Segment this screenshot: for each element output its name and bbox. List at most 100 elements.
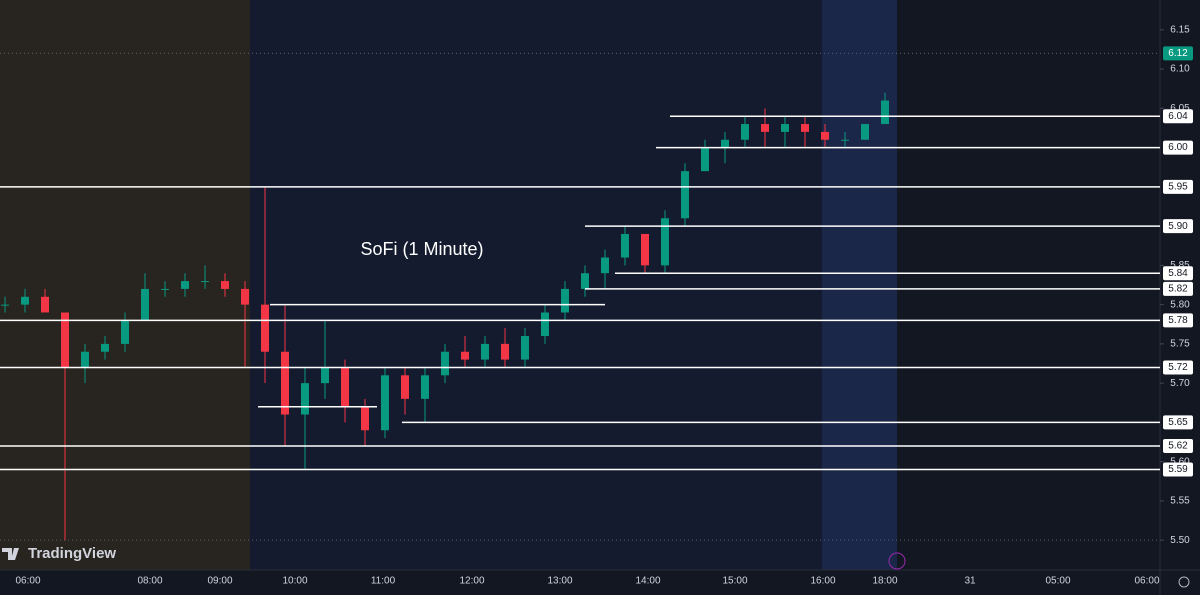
chart-title: SoFi (1 Minute) (360, 239, 483, 259)
candle-body (141, 288, 149, 321)
candle-body (481, 343, 489, 360)
candle-body (841, 139, 849, 141)
y-tick-label: 6.05 (1170, 103, 1190, 114)
x-tick-label: 10:00 (282, 576, 307, 587)
candle-body (661, 218, 669, 266)
candle-body (701, 147, 709, 172)
y-tick-label: 5.75 (1170, 339, 1190, 350)
level-label: 5.62 (1168, 441, 1188, 452)
candle-body (361, 406, 369, 431)
y-tick-label: 5.60 (1170, 456, 1190, 467)
level-label: 5.82 (1168, 284, 1188, 295)
candle-body (581, 273, 589, 289)
candle-body (461, 351, 469, 360)
level-label: 5.95 (1168, 182, 1188, 193)
x-tick-label: 06:00 (15, 576, 40, 587)
x-tick-label: 14:00 (635, 576, 660, 587)
y-tick-label: 5.85 (1170, 260, 1190, 271)
candle-body (821, 131, 829, 140)
candle-body (421, 375, 429, 399)
afterhours-session (822, 0, 897, 570)
candle-body (441, 351, 449, 376)
level-badge (1163, 438, 1193, 453)
current-price-label: 6.12 (1168, 48, 1188, 59)
candle-body (301, 383, 309, 415)
current-price-badge (1163, 46, 1193, 61)
x-tick-label: 06:00 (1134, 576, 1159, 587)
level-label: 5.78 (1168, 315, 1188, 326)
candle-body (521, 336, 529, 360)
candle-body (161, 288, 169, 290)
x-tick-label: 15:00 (722, 576, 747, 587)
candle-body (201, 281, 209, 283)
event-icon[interactable] (888, 552, 906, 570)
candle-body (721, 139, 729, 148)
x-tick-label: 09:00 (207, 576, 232, 587)
y-tick-label: 6.10 (1170, 64, 1190, 75)
level-label: 5.72 (1168, 362, 1188, 373)
candle-body (241, 288, 249, 305)
x-tick-label: 12:00 (459, 576, 484, 587)
candle-body (881, 100, 889, 125)
candle-body (501, 343, 509, 360)
level-badge (1163, 462, 1193, 477)
candle-body (561, 288, 569, 313)
x-tick-label: 13:00 (547, 576, 572, 587)
level-badge (1163, 179, 1193, 194)
level-badge (1163, 281, 1193, 296)
candle-body (101, 343, 109, 352)
candle-body (61, 312, 69, 368)
x-tick-label: 08:00 (137, 576, 162, 587)
candle-body (761, 124, 769, 132)
candle-body (321, 367, 329, 384)
level-label: 6.00 (1168, 142, 1188, 153)
candle-body (221, 281, 229, 289)
candle-body (801, 124, 809, 132)
level-badge (1163, 415, 1193, 430)
candle-body (401, 375, 409, 399)
candle-body (341, 367, 349, 407)
x-tick-label: 18:00 (872, 576, 897, 587)
candle-body (1, 304, 9, 306)
y-tick-label: 6.15 (1170, 24, 1190, 35)
level-label: 5.59 (1168, 464, 1188, 475)
level-badge (1163, 140, 1193, 155)
premarket-session (0, 0, 250, 570)
level-badge (1163, 219, 1193, 234)
level-label: 5.65 (1168, 417, 1188, 428)
y-tick-label: 5.50 (1170, 535, 1190, 546)
x-tick-label: 05:00 (1045, 576, 1070, 587)
settings-icon[interactable] (1178, 576, 1190, 588)
candle-body (541, 312, 549, 337)
candle-body (781, 124, 789, 132)
candle-body (741, 124, 749, 140)
regular-session (250, 0, 822, 570)
candle-body (41, 296, 49, 313)
level-label: 6.04 (1168, 111, 1188, 122)
y-tick-label: 5.80 (1170, 299, 1190, 310)
candle-body (81, 351, 89, 368)
level-label: 5.84 (1168, 268, 1188, 279)
logo-icon (2, 548, 19, 560)
logo: TradingView (2, 545, 116, 562)
candle-body (621, 233, 629, 258)
candle-body (641, 233, 649, 266)
candle-body (861, 124, 869, 140)
candle-body (281, 351, 289, 415)
candle-body (181, 281, 189, 289)
candle-body (601, 257, 609, 274)
candle-body (681, 171, 689, 219)
y-tick-label: 5.55 (1170, 496, 1190, 507)
candle-body (21, 296, 29, 305)
plot (0, 29, 1164, 541)
x-tick-label: 11:00 (371, 576, 396, 587)
level-badge (1163, 109, 1193, 124)
level-label: 5.90 (1168, 221, 1188, 232)
candle-body (261, 304, 269, 352)
level-badge (1163, 360, 1193, 375)
y-tick-label: 5.70 (1170, 378, 1190, 389)
x-tick-label: 31 (964, 576, 976, 587)
level-badge (1163, 266, 1193, 281)
candle-body (121, 320, 129, 344)
